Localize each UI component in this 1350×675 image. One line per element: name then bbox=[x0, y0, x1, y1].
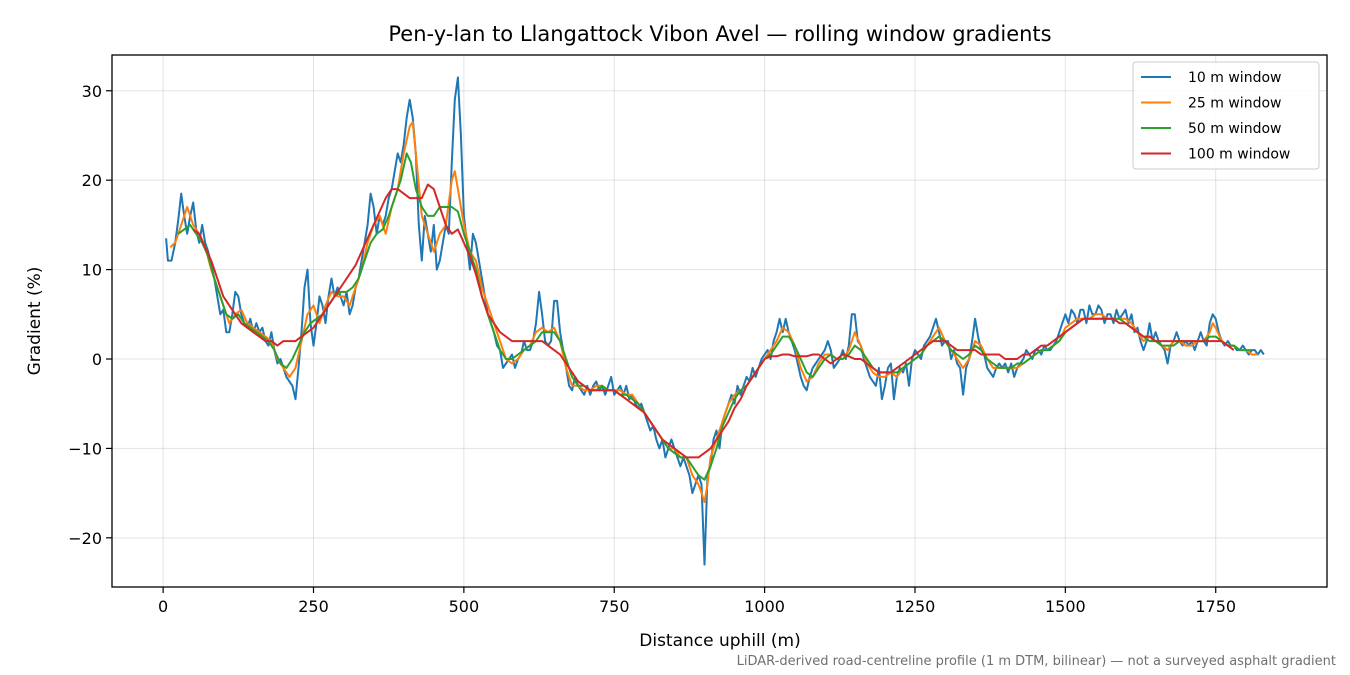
legend-label: 100 m window bbox=[1188, 147, 1290, 163]
x-tick-label: 1000 bbox=[744, 597, 785, 616]
legend-box bbox=[1132, 61, 1320, 170]
legend-label: 10 m window bbox=[1188, 70, 1281, 86]
x-tick-label: 1500 bbox=[1045, 597, 1086, 616]
series-layer bbox=[165, 76, 1265, 566]
legend: 10 m window 25 m window 50 m window 100 m w… bbox=[1132, 61, 1320, 170]
x-axis-label: Distance uphill (m) bbox=[639, 631, 800, 651]
plot-frame bbox=[111, 54, 1328, 588]
legend-label: 50 m window bbox=[1188, 121, 1281, 137]
x-tick-label: 1250 bbox=[895, 597, 936, 616]
x-tick-label: 1750 bbox=[1195, 597, 1236, 616]
y-tick-label: −20 bbox=[68, 529, 102, 548]
x-tick-label: 750 bbox=[599, 597, 630, 616]
series-line-2 bbox=[169, 121, 1258, 504]
y-tick-label: −10 bbox=[68, 439, 102, 458]
x-tick-label: 500 bbox=[449, 597, 480, 616]
series-line-4 bbox=[192, 183, 1235, 459]
y-tick-label: 0 bbox=[92, 350, 102, 369]
y-tick-label: 20 bbox=[82, 171, 102, 190]
y-axis-label: Gradient (%) bbox=[25, 267, 45, 376]
chart-title: Pen-y-lan to Llangattock Vibon Avel — ro… bbox=[388, 22, 1051, 46]
x-tick-label: 250 bbox=[298, 597, 329, 616]
series-line-1 bbox=[165, 76, 1265, 566]
footnote: LiDAR-derived road-centreline profile (1… bbox=[737, 654, 1336, 669]
legend-label: 25 m window bbox=[1188, 96, 1281, 112]
y-tick-label: 10 bbox=[82, 261, 102, 280]
x-tick-label: 0 bbox=[158, 597, 168, 616]
axis-ticks: 0 250 500 750 1000 1250 1500 1750 −20 −10 0 10 20 30 bbox=[68, 82, 1236, 616]
y-tick-label: 30 bbox=[82, 82, 102, 101]
